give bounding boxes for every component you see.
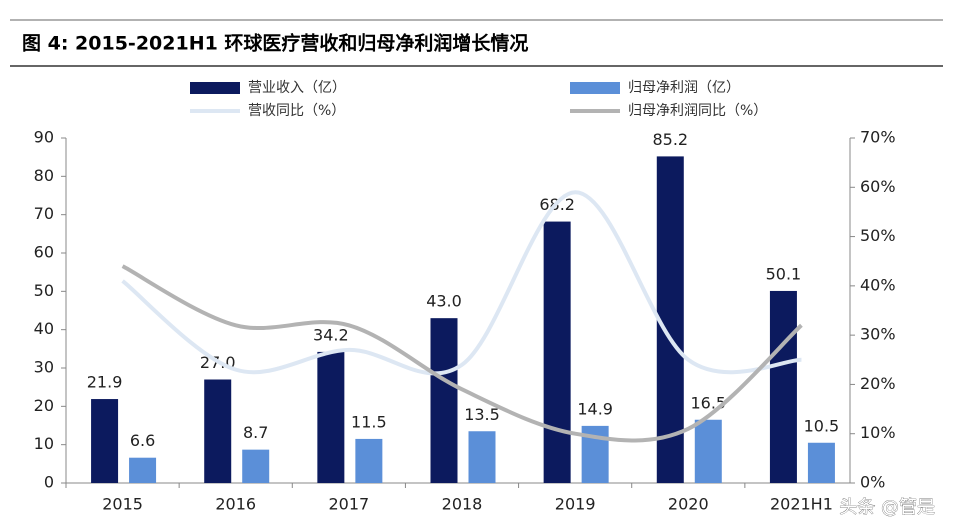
- chart-title: 图 4: 2015-2021H1 环球医疗营收和归母净利润增长情况: [22, 32, 528, 55]
- value-label: 13.5: [464, 405, 500, 424]
- y-tick-label: 20: [34, 396, 54, 415]
- bar: [694, 419, 722, 483]
- bar: [129, 457, 157, 483]
- y2-tick-label: 30%: [860, 325, 896, 344]
- y2-tick-label: 50%: [860, 226, 896, 245]
- bar: [242, 449, 270, 483]
- x-tick-label: 2016: [215, 495, 256, 514]
- y-tick-label: 0: [44, 473, 54, 492]
- y-tick-label: 30: [34, 358, 54, 377]
- bar: [204, 379, 232, 483]
- bar: [355, 438, 383, 483]
- legend-swatch: [190, 82, 240, 94]
- y2-tick-label: 60%: [860, 177, 896, 196]
- legend-label: 营收同比（%）: [248, 103, 345, 119]
- y2-tick-label: 40%: [860, 275, 896, 294]
- x-tick-label: 2015: [102, 495, 143, 514]
- value-label: 16.5: [690, 393, 726, 412]
- value-label: 8.7: [243, 423, 268, 442]
- legend-swatch: [570, 82, 620, 94]
- y-tick-label: 70: [34, 204, 54, 223]
- bar: [769, 290, 797, 483]
- x-tick-label: 2019: [555, 495, 596, 514]
- value-label: 50.1: [766, 264, 802, 283]
- value-label: 10.5: [804, 416, 840, 435]
- y-tick-label: 90: [34, 128, 54, 147]
- bar: [468, 431, 496, 483]
- x-tick-label: 2021H1: [770, 495, 833, 514]
- y2-tick-label: 10%: [860, 423, 896, 442]
- y-tick-label: 10: [34, 434, 54, 453]
- bar: [317, 351, 345, 483]
- bar: [807, 442, 835, 483]
- value-label: 85.2: [652, 130, 688, 149]
- legend-label: 归母净利润（亿）: [628, 79, 740, 96]
- x-tick-label: 2020: [668, 495, 709, 514]
- line: [121, 264, 803, 443]
- bar: [656, 156, 684, 483]
- y-tick-label: 50: [34, 281, 54, 300]
- value-label: 14.9: [577, 399, 613, 418]
- legend-label: 营业收入（亿）: [248, 80, 346, 96]
- value-label: 34.2: [313, 325, 349, 344]
- y2-tick-label: 20%: [860, 374, 896, 393]
- value-label: 43.0: [426, 292, 462, 311]
- bar: [430, 318, 458, 483]
- y-tick-label: 80: [34, 166, 54, 185]
- line: [121, 190, 802, 376]
- bar: [543, 221, 571, 484]
- y-tick-label: 40: [34, 319, 54, 338]
- x-tick-label: 2018: [442, 495, 483, 514]
- value-label: 11.5: [351, 412, 387, 431]
- y2-tick-label: 0%: [860, 473, 885, 492]
- bar: [91, 399, 119, 483]
- y-tick-label: 60: [34, 243, 54, 262]
- x-tick-label: 2017: [328, 495, 369, 514]
- value-label: 6.6: [130, 431, 155, 450]
- watermark: 头条 @管是: [839, 497, 935, 518]
- legend-label: 归母净利润同比（%）: [628, 102, 767, 119]
- value-label: 21.9: [87, 373, 123, 392]
- y2-tick-label: 70%: [860, 128, 896, 147]
